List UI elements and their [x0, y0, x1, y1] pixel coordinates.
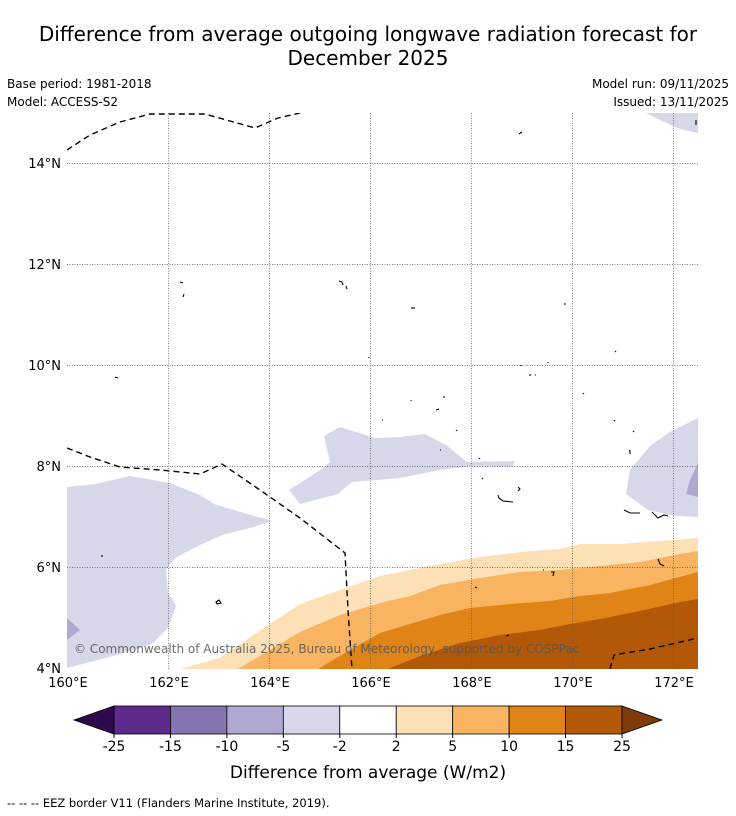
lon-label: 164°E [250, 676, 290, 691]
colorbar-swatch [395, 705, 454, 735]
contour-pos-15 [388, 599, 698, 669]
colorbar-tick-label: -5 [276, 739, 290, 755]
colorbar-underflow-arrow [72, 705, 115, 735]
contour-neg-ne [646, 113, 698, 133]
title-line-1: Difference from average outgoing longwav… [38, 22, 698, 46]
contour-neg-central [289, 427, 515, 504]
graticule [67, 113, 698, 669]
contour-neg-west-dark [67, 618, 80, 640]
colorbar-tick-label: 15 [557, 739, 575, 755]
colorbar-tick-label: 2 [392, 739, 401, 755]
meta-right: Model run: 09/11/2025 Issued: 13/11/2025 [592, 75, 729, 111]
lat-label: 14°N [28, 157, 61, 172]
colorbar-swatch [452, 705, 510, 735]
base-period-label: Base period: 1981-2018 [7, 77, 152, 91]
lat-label: 10°N [28, 359, 61, 374]
colorbar-swatch [282, 705, 341, 735]
colorbar-tick-label: 5 [448, 739, 457, 755]
colorbar-tick-label: -15 [159, 739, 182, 755]
islands [101, 120, 697, 637]
issued-label: Issued: 13/11/2025 [613, 95, 729, 109]
colorbar-swatch [565, 705, 623, 735]
map-contours: © Commonwealth of Australia 2025, Bureau… [67, 113, 698, 669]
contour-neg-west [67, 476, 273, 668]
chart-title: Difference from average outgoing longwav… [0, 22, 736, 70]
lon-label: 170°E [553, 676, 593, 691]
model-label: Model: ACCESS-S2 [7, 95, 119, 109]
lon-label: 162°E [149, 676, 189, 691]
colorbar-swatch [113, 705, 171, 735]
colorbar-swatch [170, 705, 228, 735]
colorbar-swatch [339, 705, 397, 735]
lon-label: 168°E [452, 676, 492, 691]
lat-label: 12°N [28, 258, 61, 273]
lat-axis: 14°N 12°N 10°N 8°N 6°N 4°N [28, 157, 61, 677]
lon-label: 172°E [654, 676, 694, 691]
lon-label: 166°E [351, 676, 391, 691]
eez-footnote: -- -- -- EEZ border V11 (Flanders Marine… [7, 796, 330, 810]
colorbar-title: Difference from average (W/m2) [230, 763, 506, 783]
contour-neg-east-dark [686, 463, 698, 497]
contour-neg-east [626, 418, 698, 517]
colorbar-swatch [508, 705, 566, 735]
lat-label: 8°N [37, 460, 62, 475]
lat-label: 6°N [37, 561, 62, 576]
lon-label: 160°E [48, 676, 88, 691]
colorbar-tick-label: 10 [500, 739, 518, 755]
colorbar: -25 -15 -10 -5 -2 2 5 10 15 25 Difference from av… [72, 705, 664, 783]
lon-axis: 160°E 162°E 164°E 166°E 168°E 170°E 172°… [48, 676, 694, 691]
lat-label: 4°N [37, 662, 62, 677]
map-panel: © Commonwealth of Australia 2025, Bureau… [28, 113, 698, 691]
colorbar-tick-label: -10 [215, 739, 238, 755]
colorbar-tick-label: -25 [103, 739, 126, 755]
colorbar-overflow-arrow [621, 705, 664, 735]
eez-borders [67, 113, 698, 669]
model-run-label: Model run: 09/11/2025 [591, 77, 729, 91]
colorbar-tick-label: -2 [333, 739, 347, 755]
colorbar-tick-label: 25 [613, 739, 631, 755]
meta-left: Base period: 1981-2018 Model: ACCESS-S2 [7, 75, 152, 111]
colorbar-swatch [226, 705, 284, 735]
title-line-2: December 2025 [287, 46, 449, 70]
copyright-text: © Commonwealth of Australia 2025, Bureau… [74, 642, 579, 656]
